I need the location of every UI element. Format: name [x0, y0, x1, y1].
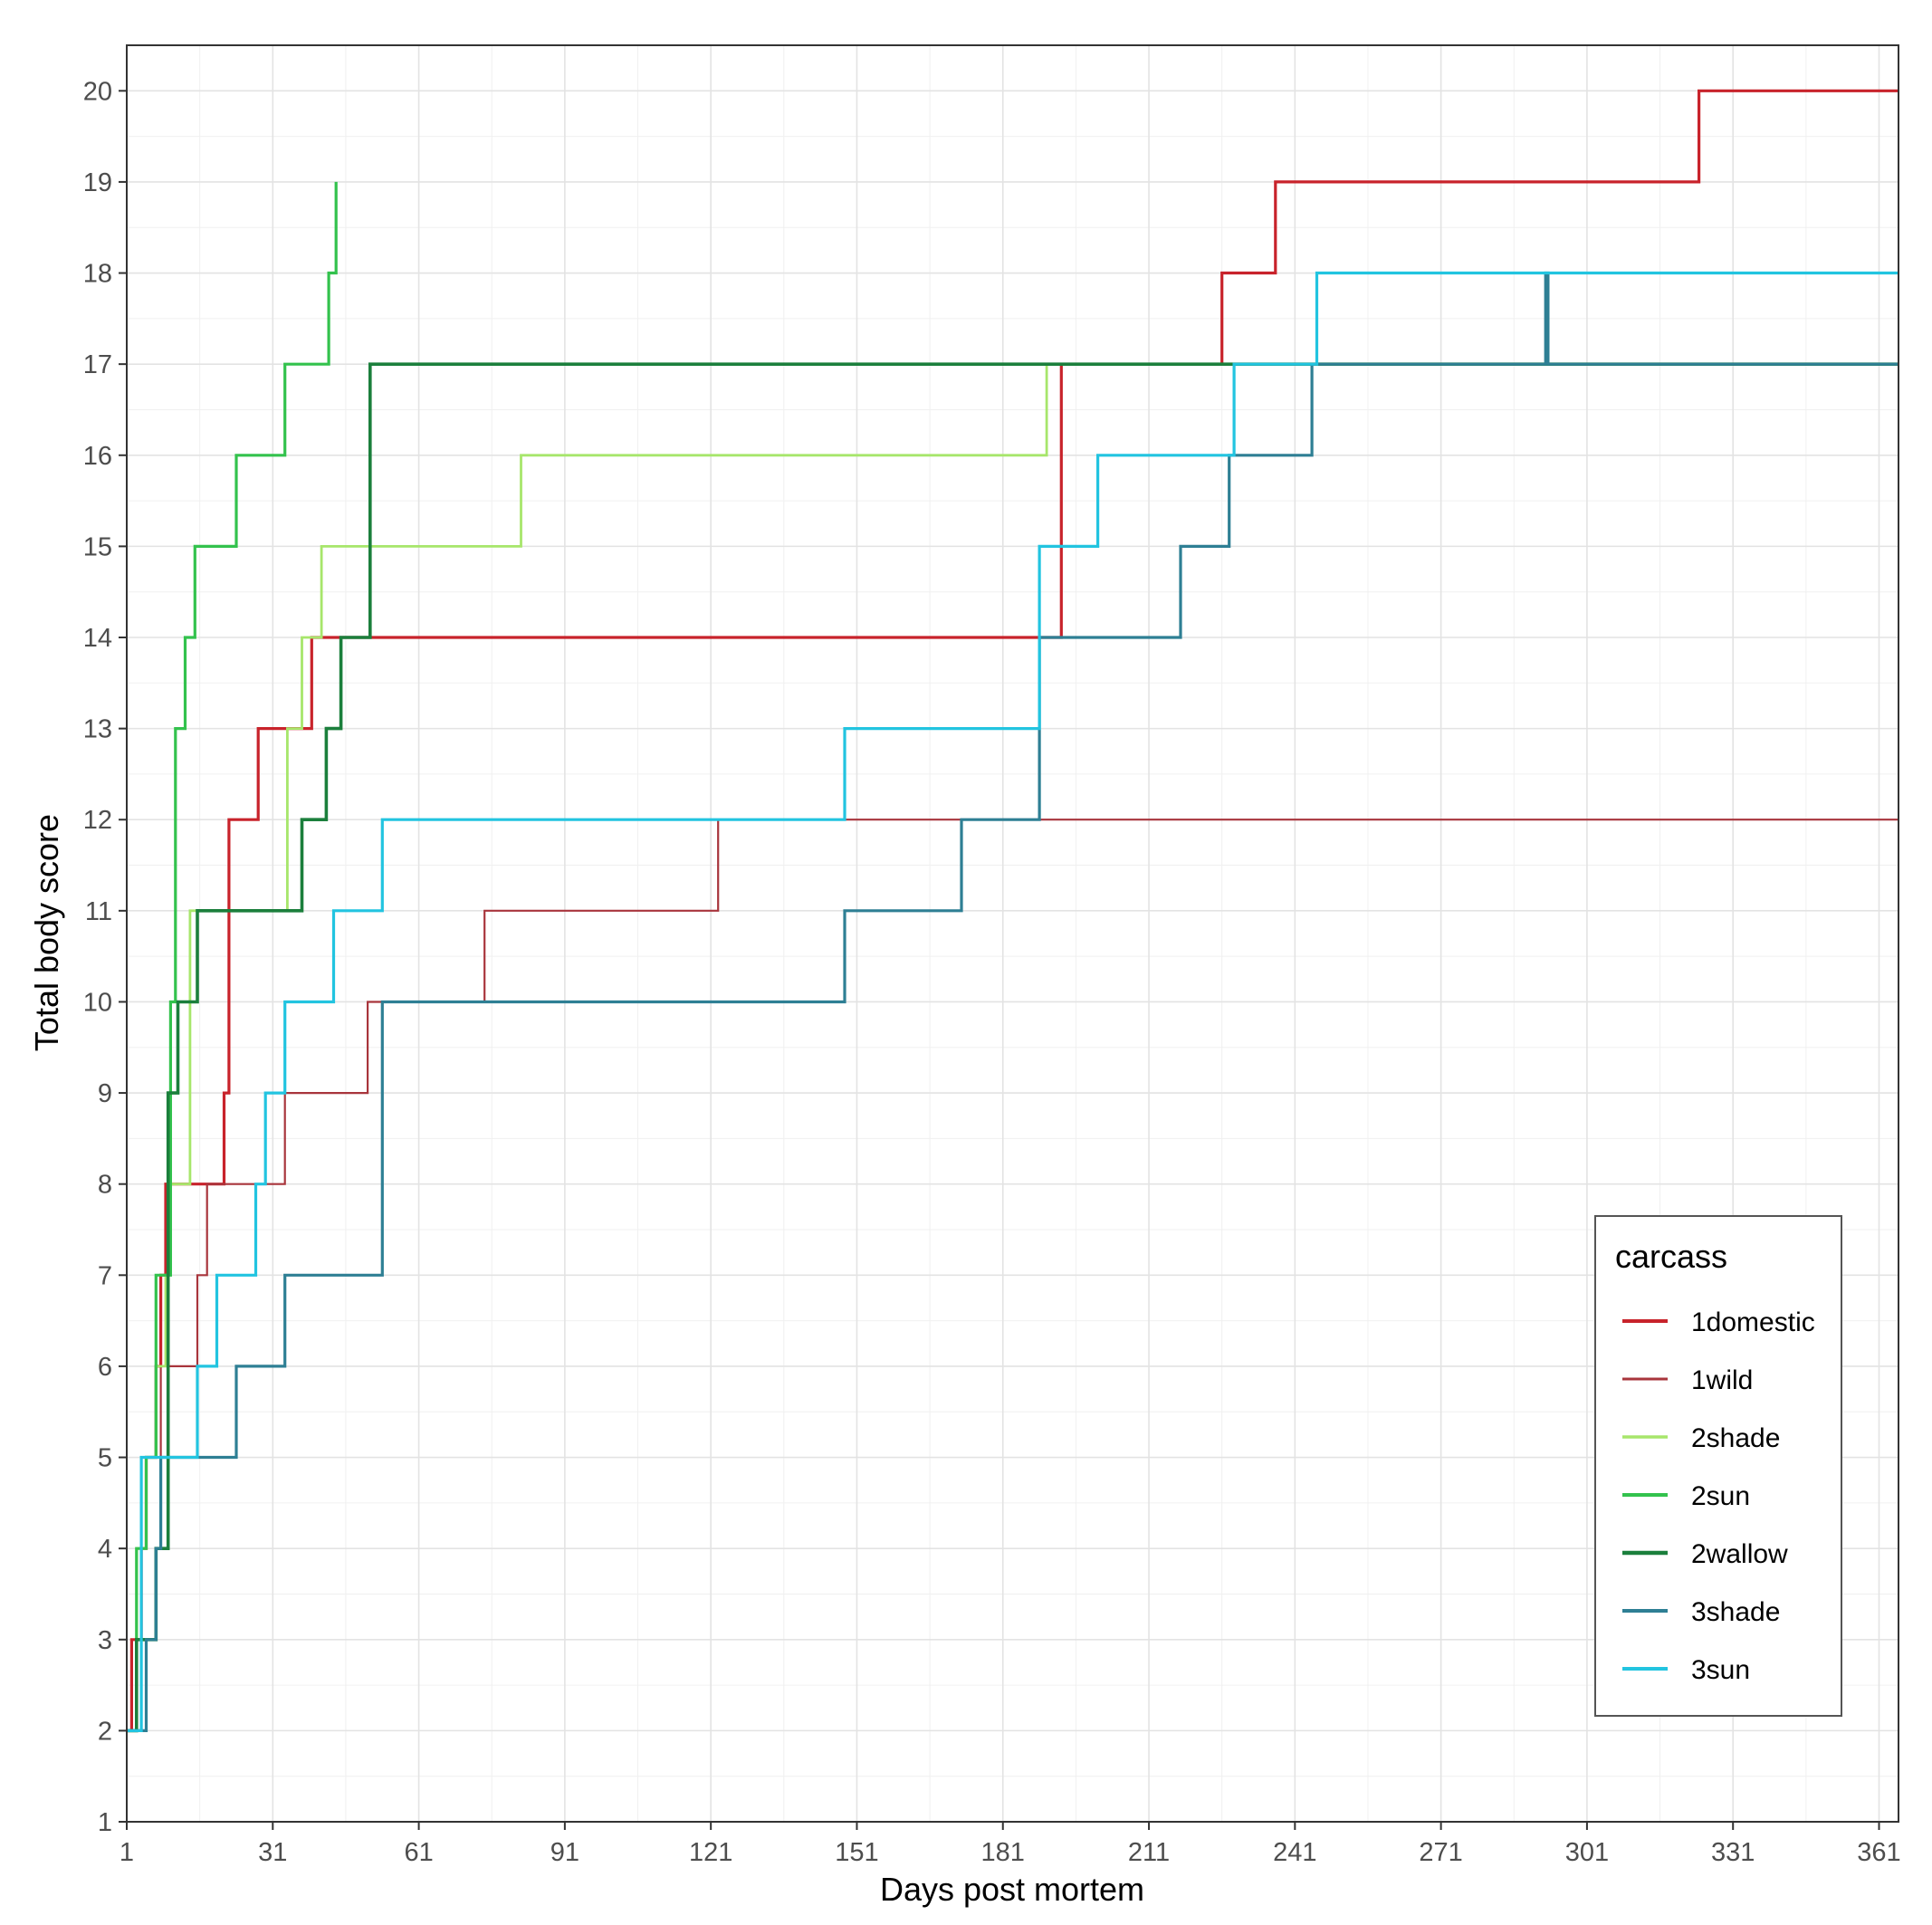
series-layer: [127, 89, 1899, 1733]
y-tick-label: 5: [98, 1444, 112, 1473]
legend-label-2wallow: 2wallow: [1691, 1539, 1788, 1569]
y-tick-label: 11: [85, 897, 112, 926]
legend-items: 1domestic 1wild 2shade 2sun 2wallow 3shade 3su…: [1622, 1307, 1815, 1685]
y-tick-label: 15: [83, 532, 112, 561]
y-tick-label: 1: [98, 1808, 112, 1837]
x-tick-label: 61: [404, 1838, 433, 1867]
x-axis: 1 31 61 91 121 151 181 211 241 271 301 331 361: [120, 1822, 1901, 1867]
y-tick-label: 16: [83, 442, 112, 471]
legend-label-1domestic: 1domestic: [1691, 1307, 1815, 1337]
y-tick-label: 10: [83, 988, 112, 1017]
x-tick-label: 211: [1128, 1838, 1170, 1867]
y-axis-title: Total body score: [28, 814, 65, 1051]
y-tick-label: 6: [98, 1353, 112, 1382]
y-tick-label: 14: [83, 624, 112, 653]
x-tick-label: 301: [1565, 1838, 1609, 1867]
legend: carcass 1domestic 1wild 2shade 2sun 2wallow 3…: [1594, 1215, 1842, 1717]
x-tick-label: 271: [1419, 1838, 1462, 1867]
x-axis-title: Days post mortem: [880, 1871, 1144, 1908]
legend-label-3sun: 3sun: [1691, 1655, 1750, 1685]
y-tick-label: 2: [98, 1717, 112, 1746]
legend-label-2shade: 2shade: [1691, 1423, 1780, 1453]
x-tick-label: 151: [835, 1838, 878, 1867]
y-tick-label: 4: [98, 1535, 112, 1564]
y-tick-label: 8: [98, 1171, 112, 1200]
x-tick-label: 331: [1711, 1838, 1755, 1867]
series-3shade: [127, 271, 1899, 1732]
y-tick-label: 18: [83, 260, 112, 289]
y-tick-label: 7: [98, 1261, 112, 1290]
legend-title: carcass: [1615, 1238, 1727, 1275]
legend-label-2sun: 2sun: [1691, 1481, 1750, 1511]
y-tick-label: 17: [83, 350, 112, 379]
series-3sun: [127, 271, 1899, 1732]
x-tick-label: 31: [258, 1838, 287, 1867]
x-tick-label: 121: [689, 1838, 732, 1867]
plot-border: [126, 44, 1899, 1823]
y-tick-label: 3: [98, 1626, 112, 1655]
x-tick-label: 1: [120, 1838, 134, 1867]
legend-box: [1594, 1215, 1842, 1717]
x-tick-label: 241: [1273, 1838, 1316, 1867]
y-tick-label: 20: [83, 77, 112, 106]
legend-label-1wild: 1wild: [1691, 1365, 1753, 1395]
y-tick-label: 9: [98, 1079, 112, 1108]
x-tick-label: 361: [1857, 1838, 1900, 1867]
x-tick-label: 181: [981, 1838, 1025, 1867]
y-tick-label: 19: [83, 168, 112, 197]
x-tick-label: 91: [550, 1838, 579, 1867]
y-tick-label: 13: [83, 715, 112, 744]
legend-label-3shade: 3shade: [1691, 1597, 1780, 1627]
y-tick-label: 12: [83, 806, 112, 835]
